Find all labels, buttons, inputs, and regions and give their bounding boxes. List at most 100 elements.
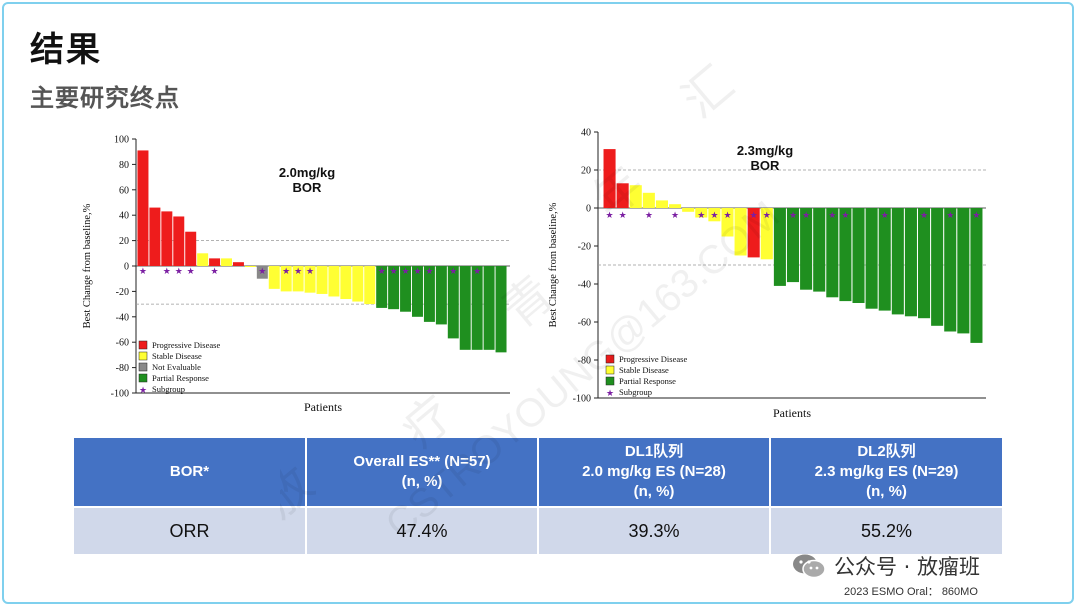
waterfall-bar [800,208,813,290]
x-axis-label: Patients [304,400,342,414]
waterfall-bar [411,266,423,317]
waterfall-bar [328,266,340,297]
subgroup-star: ★ [763,211,771,221]
table-cell: ORR [74,507,307,554]
waterfall-bar [878,208,891,311]
waterfall-bar [376,266,388,308]
waterfall-bar [826,208,839,298]
subgroup-star: ★ [645,211,653,221]
header-text: DL2队列 [857,443,916,460]
subgroup-star: ★ [619,211,627,221]
waterfall-bar [161,211,173,266]
y-tick-label: 0 [124,262,129,273]
subgroup-star: ★ [413,267,421,277]
subgroup-star: ★ [671,211,679,221]
subgroup-star: ★ [710,211,718,221]
chart-title: 2.0mg/kg [279,165,335,180]
subgroup-star: ★ [306,267,314,277]
waterfall-bar [244,266,256,267]
table-row: ORR 47.4% 39.3% 55.2% [74,507,1002,554]
waterfall-bar [852,208,865,303]
source-citation: 2023 ESMO Oral： 860MO [844,586,978,598]
legend-label: Subgroup [619,387,652,397]
subgroup-star: ★ [697,211,705,221]
waterfall-bar [471,266,483,350]
y-tick-label: -100 [111,389,129,400]
waterfall-bar [459,266,471,350]
legend-swatch [138,351,148,361]
slide-subtitle: 主要研究终点 [30,84,180,112]
subgroup-star: ★ [828,211,836,221]
waterfall-bar [232,262,244,266]
waterfall-bar [197,253,209,266]
waterfall-bar [364,266,376,305]
x-axis-label: Patients [773,406,811,420]
waterfall-bar [185,231,197,266]
waterfall-bar [280,266,292,292]
legend-label: Subgroup [152,384,185,394]
waterfall-bar [865,208,878,309]
chart-subtitle: BOR [293,180,323,195]
waterfall-bar [292,266,304,292]
legend-label: Stable Disease [152,351,202,361]
slide-title: 结果 [30,30,102,70]
subgroup-star: ★ [789,211,797,221]
bor-table: BOR* Overall ES** (N=57) (n, %) DL1队列 2.… [74,438,1002,554]
wechat-account: 公众号 · 放瘤班 [792,551,980,581]
waterfall-bar [786,208,800,283]
subgroup-star: ★ [946,211,954,221]
subgroup-star: ★ [920,211,928,221]
subgroup-star: ★ [473,267,481,277]
subgroup-star: ★ [211,267,219,277]
waterfall-bar [447,266,459,339]
waterfall-bar [642,192,655,208]
y-tick-label: 40 [119,211,129,222]
table-cell: 47.4% [306,507,539,554]
table-header-dl2: DL2队列 2.3 mg/kg ES (N=29) (n, %) [770,438,1002,508]
waterfall-bar [137,150,149,266]
subgroup-star: ★ [606,211,614,221]
table-cell: 39.3% [538,507,771,554]
legend-star: ★ [139,386,147,396]
legend-swatch [138,373,148,383]
subgroup-star: ★ [972,211,980,221]
y-tick-label: -20 [578,242,591,253]
waterfall-bar [918,208,931,319]
waterfall-bar [388,266,400,310]
waterfall-bar [304,266,316,293]
subgroup-star: ★ [378,267,386,277]
waterfall-bar [603,149,616,208]
waterfall-bar [221,258,233,266]
subgroup-star: ★ [175,267,183,277]
waterfall-bar [813,208,826,292]
legend-label: Not Evaluable [152,362,201,372]
waterfall-bar [483,266,495,350]
subgroup-star: ★ [282,267,290,277]
waterfall-bar [721,208,734,237]
waterfall-bar [669,204,682,208]
legend-label: Partial Response [619,376,676,386]
waterfall-bar [423,266,435,322]
legend-swatch [605,365,615,375]
y-tick-label: -80 [578,356,591,367]
waterfall-bar [209,258,221,266]
subgroup-star: ★ [841,211,849,221]
subgroup-star: ★ [449,267,457,277]
wechat-icon [793,554,826,579]
waterfall-bar [616,183,629,208]
subgroup-star: ★ [802,211,810,221]
legend-swatch [605,354,615,364]
y-tick-label: -80 [116,363,129,374]
y-tick-label: 0 [586,204,591,215]
waterfall-bar [316,266,328,294]
legend-label: Progressive Disease [619,354,687,364]
header-text: (n, %) [401,473,443,490]
legend-label: Partial Response [152,373,209,383]
waterfall-bar [173,216,185,266]
header-text: 2.3 mg/kg ES (N=29) [814,463,959,480]
y-tick-label: 20 [581,166,591,177]
legend-star: ★ [606,389,614,399]
legend-swatch [605,376,615,386]
waterfall-bar [931,208,944,326]
